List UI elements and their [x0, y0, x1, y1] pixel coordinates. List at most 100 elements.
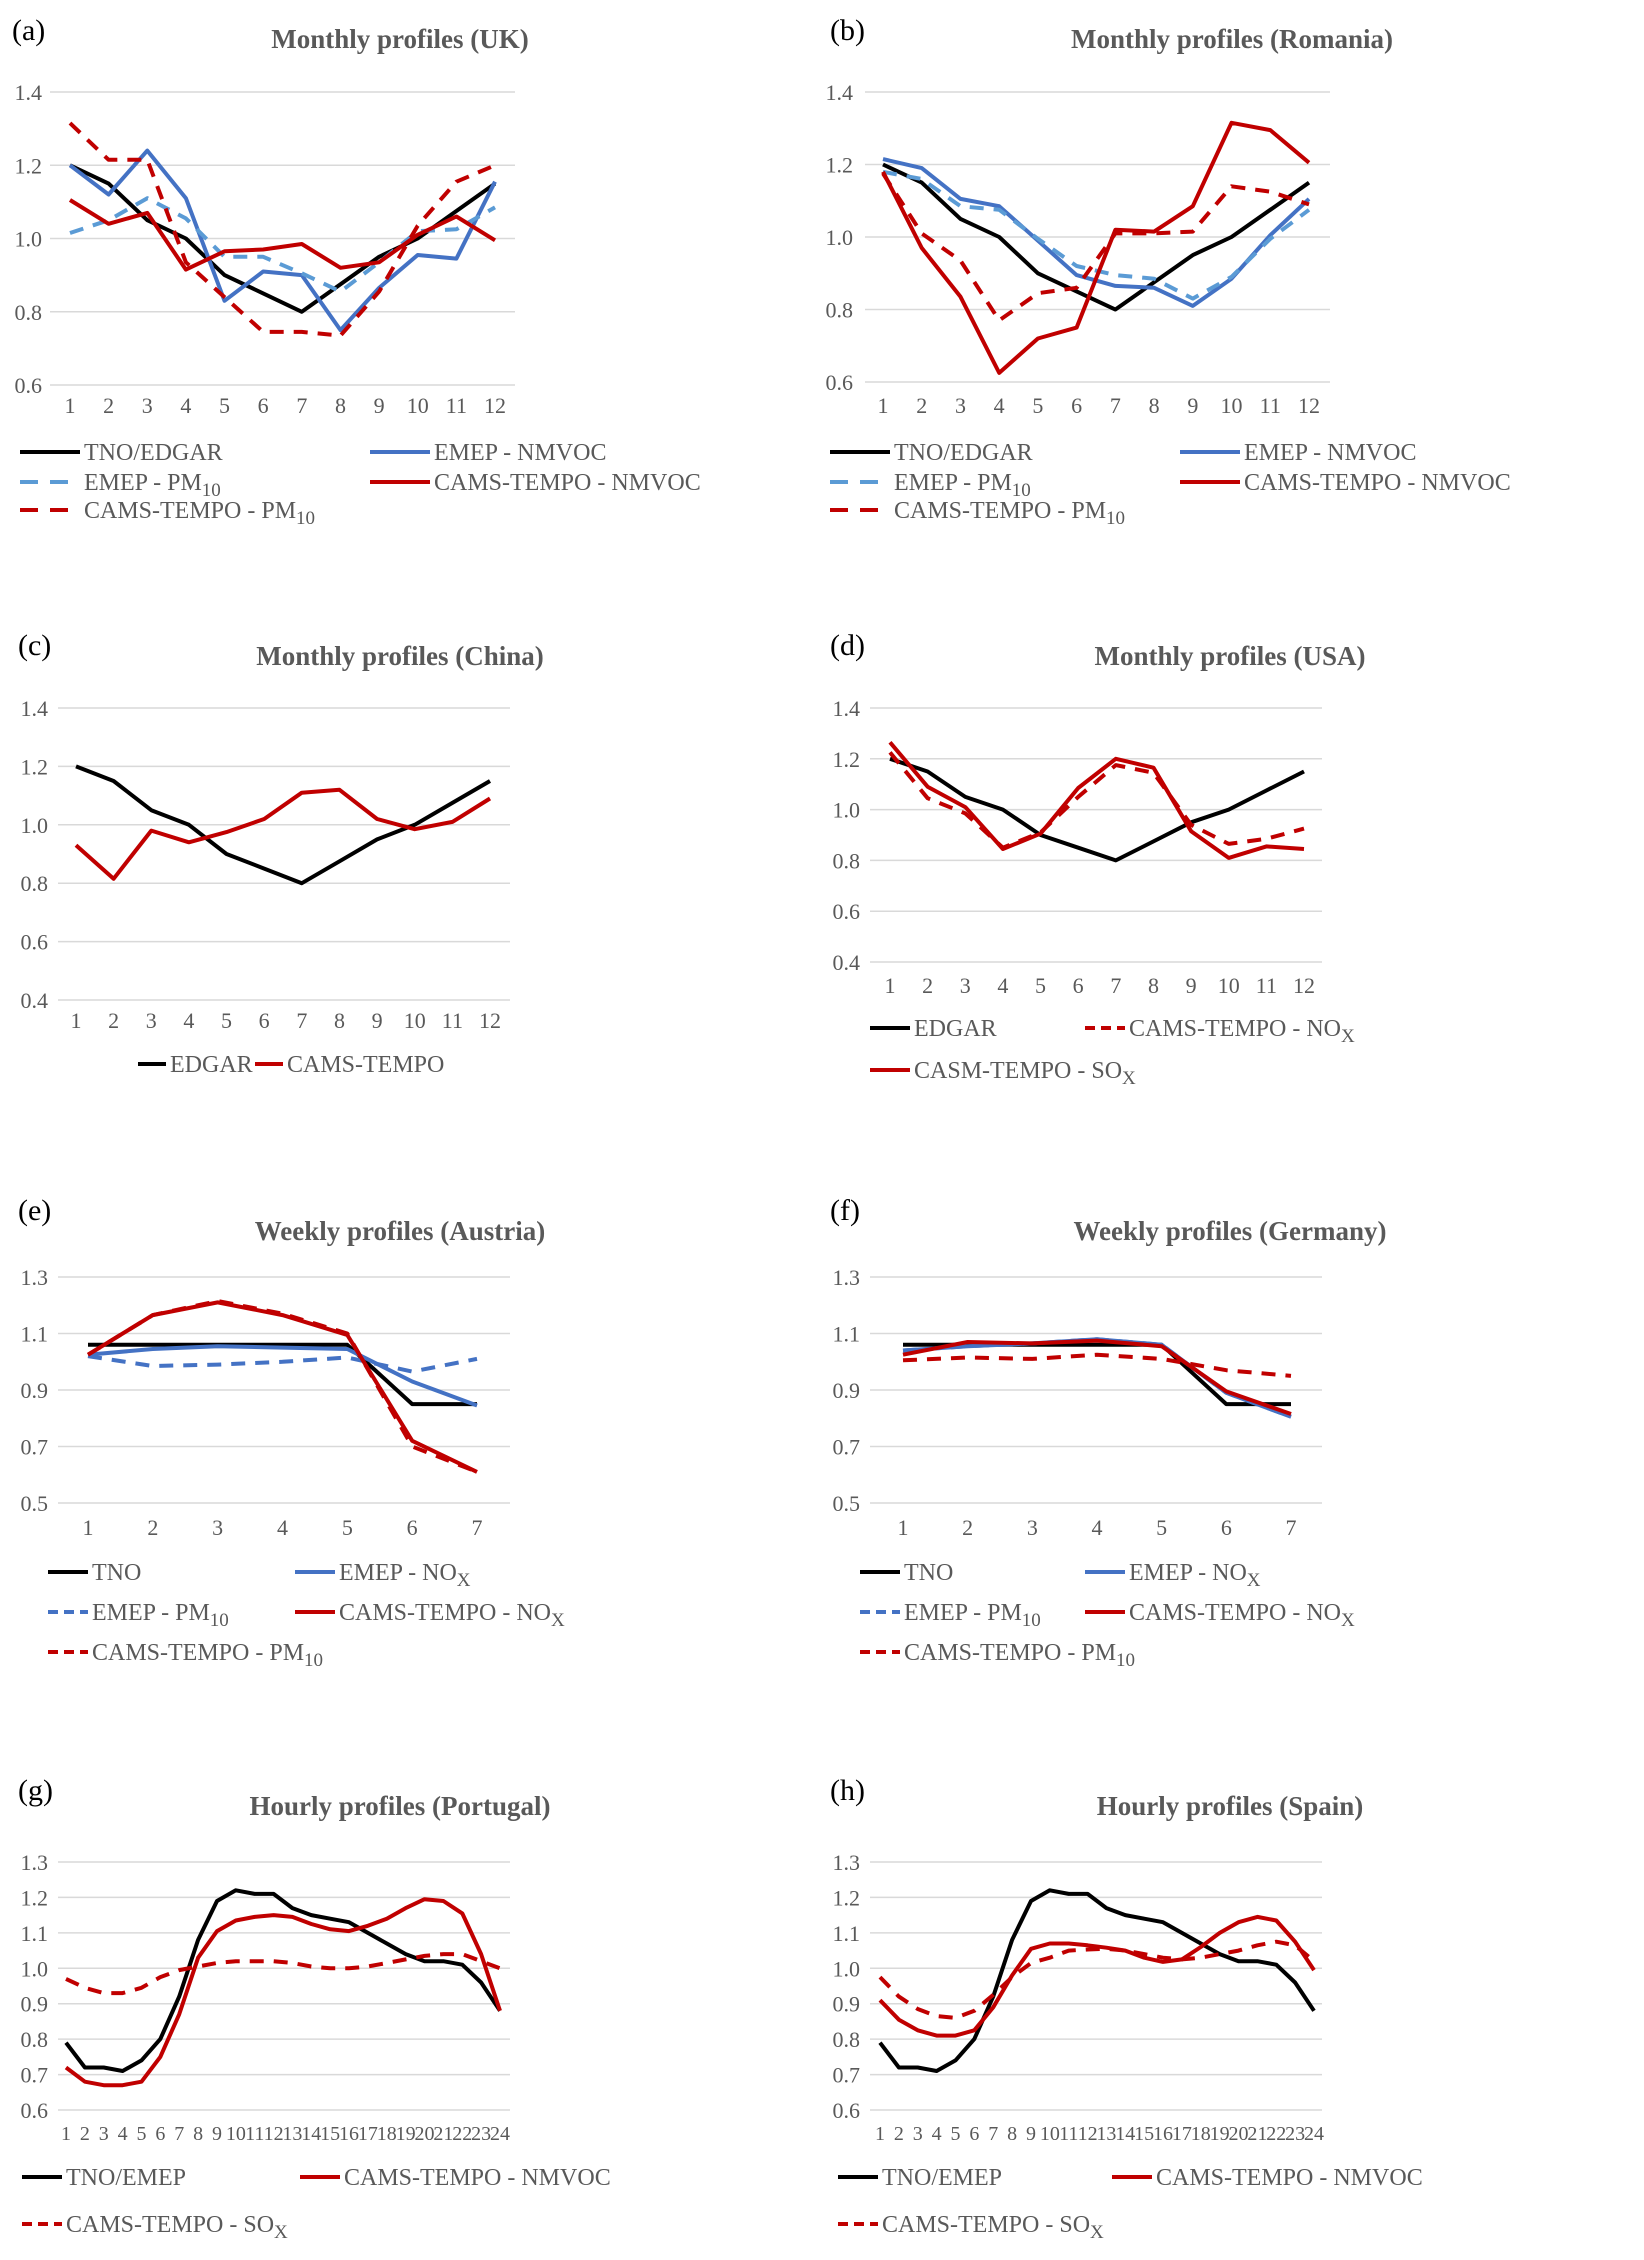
x-tick-label: 5 — [342, 1515, 353, 1540]
series-line-cams-tempo-pm10 — [881, 172, 1310, 323]
y-tick-label: 1.2 — [15, 153, 43, 178]
x-tick-label: 9 — [1026, 2123, 1036, 2145]
y-tick-label: 0.8 — [826, 298, 854, 323]
y-tick-label: 0.7 — [21, 1435, 49, 1460]
x-tick-label: 9 — [374, 393, 385, 418]
panel-label: (a) — [12, 14, 45, 47]
series-line-cams-tempo-pm10 — [902, 1352, 1292, 1378]
legend-label-subscript: 10 — [1106, 508, 1125, 529]
x-tick-label: 1 — [83, 1515, 94, 1540]
panel-label: (b) — [830, 14, 865, 47]
x-tick-label: 7 — [988, 2123, 998, 2145]
x-tick-label: 8 — [335, 393, 346, 418]
legend-label: CAMS-TEMPO - SOX — [882, 2212, 1104, 2243]
x-tick-label: 7 — [1286, 1515, 1297, 1540]
legend-label: CAMS-TEMPO - NOX — [1129, 1600, 1355, 1631]
x-tick-label: 10 — [404, 1008, 426, 1033]
x-tick-label: 3 — [1027, 1515, 1038, 1540]
series-line-edgar — [889, 756, 1305, 863]
x-tick-label: 21 — [1247, 2123, 1267, 2145]
panel-h: (h) Hourly profiles (Spain) 0.6 0.7 0.8 0.9 1.… — [830, 1774, 1423, 2243]
x-tick-label: 7 — [296, 393, 307, 418]
legend-label-text: CAMS-TEMPO - PM — [894, 498, 1106, 524]
legend-label: TNO/EMEP — [66, 2165, 186, 2191]
y-tick-label: 0.8 — [21, 2027, 49, 2052]
x-tick-label: 10 — [1221, 393, 1243, 418]
legend-label-subscript: 10 — [1012, 480, 1031, 501]
x-tick-label: 9 — [212, 2123, 222, 2145]
y-tick-label: 1.0 — [833, 798, 861, 823]
legend-label: CAMS-TEMPO - NOX — [1129, 1016, 1355, 1047]
x-tick-label: 11 — [1256, 973, 1277, 998]
series-line-cams-tempo-nox — [888, 751, 1305, 850]
legend-label-text: CAMS-TEMPO - PM — [92, 1640, 304, 1666]
legend-label-text: TNO — [92, 1560, 141, 1586]
y-tick-label: 1.2 — [826, 153, 854, 178]
series-line-cams-tempo-nmvoc — [68, 198, 497, 272]
x-tick-label: 1 — [885, 973, 896, 998]
y-tick-label: 1.4 — [15, 80, 43, 105]
legend-label: CAMS-TEMPO - NMVOC — [344, 2165, 611, 2191]
x-tick-label: 11 — [1260, 393, 1281, 418]
legend-label: EDGAR — [170, 1052, 253, 1078]
y-tick-label: 1.3 — [833, 1265, 861, 1290]
panel-f: (f) Weekly profiles (Germany) 0.5 0.7 0.9 1.1… — [830, 1194, 1386, 1671]
x-tick-label: 2 — [916, 393, 927, 418]
y-tick-label: 1.0 — [15, 227, 43, 252]
chart-title: Monthly profiles (Romania) — [1071, 24, 1393, 54]
legend-label-text: CAMS-TEMPO - NO — [339, 1600, 551, 1626]
y-tick-label: 0.7 — [833, 2063, 861, 2088]
x-tick-label: 5 — [1032, 393, 1043, 418]
x-tick-label: 9 — [372, 1008, 383, 1033]
x-tick-label: 7 — [174, 2123, 184, 2145]
y-tick-label: 0.6 — [15, 373, 43, 398]
y-tick-label: 1.4 — [833, 696, 861, 721]
series-line-cams-tempo — [74, 787, 492, 881]
legend-label: CAMS-TEMPO - PM10 — [84, 498, 315, 529]
x-tick-label: 13 — [282, 2123, 302, 2145]
panel-a: (a) Monthly profiles (UK) 0.6 0.8 1.0 1.2 1.4 1… — [12, 14, 701, 529]
y-tick-label: 1.3 — [21, 1850, 49, 1875]
x-tick-label: 2 — [962, 1515, 973, 1540]
x-tick-label: 1 — [878, 393, 889, 418]
y-tick-label: 0.9 — [21, 1378, 49, 1403]
legend-label-text: TNO/EDGAR — [894, 440, 1033, 466]
x-tick-label: 7 — [1110, 973, 1121, 998]
x-tick-label: 11 — [446, 393, 467, 418]
x-tick-label: 8 — [193, 2123, 203, 2145]
x-tick-label: 3 — [99, 2123, 109, 2145]
x-tick-label: 4 — [1092, 1515, 1103, 1540]
y-tick-label: 1.2 — [833, 1885, 861, 1910]
series-line-emep-nox — [87, 1344, 478, 1408]
legend-label-subscript: 10 — [1116, 1650, 1135, 1671]
y-tick-label: 0.8 — [833, 848, 861, 873]
x-tick-label: 5 — [1035, 973, 1046, 998]
x-tick-label: 12 — [1298, 393, 1320, 418]
x-tick-label: 17 — [1172, 2123, 1192, 2145]
panel-label: (d) — [830, 629, 865, 662]
y-tick-label: 1.1 — [833, 1322, 861, 1347]
x-tick-label: 18 — [377, 2123, 397, 2145]
legend-label: TNO/EDGAR — [84, 440, 223, 466]
legend-label: CAMS-TEMPO - NMVOC — [1244, 470, 1511, 496]
x-tick-label: 11 — [442, 1008, 463, 1033]
legend-label-subscript: X — [551, 1610, 565, 1631]
x-tick-label: 8 — [1149, 393, 1160, 418]
x-tick-label: 1 — [875, 2123, 885, 2145]
series-line-cams-tempo-pm10 — [86, 1299, 478, 1474]
legend-label-text: EMEP - NO — [339, 1560, 457, 1586]
y-tick-label: 1.0 — [21, 813, 49, 838]
x-tick-label: 5 — [950, 2123, 960, 2145]
y-tick-label: 0.8 — [833, 2027, 861, 2052]
x-tick-label: 22 — [452, 2123, 472, 2145]
x-tick-label: 4 — [277, 1515, 288, 1540]
x-tick-label: 10 — [1040, 2123, 1060, 2145]
legend-label-text: TNO — [904, 1560, 953, 1586]
panel-label: (h) — [830, 1774, 865, 1807]
chart-title: Weekly profiles (Germany) — [1074, 1216, 1387, 1246]
x-tick-label: 4 — [180, 393, 191, 418]
legend-label: CASM-TEMPO - SOX — [914, 1058, 1136, 1089]
panel-label: (e) — [18, 1194, 51, 1227]
y-tick-label: 0.4 — [21, 988, 49, 1013]
legend-label-text: EDGAR — [170, 1052, 253, 1078]
